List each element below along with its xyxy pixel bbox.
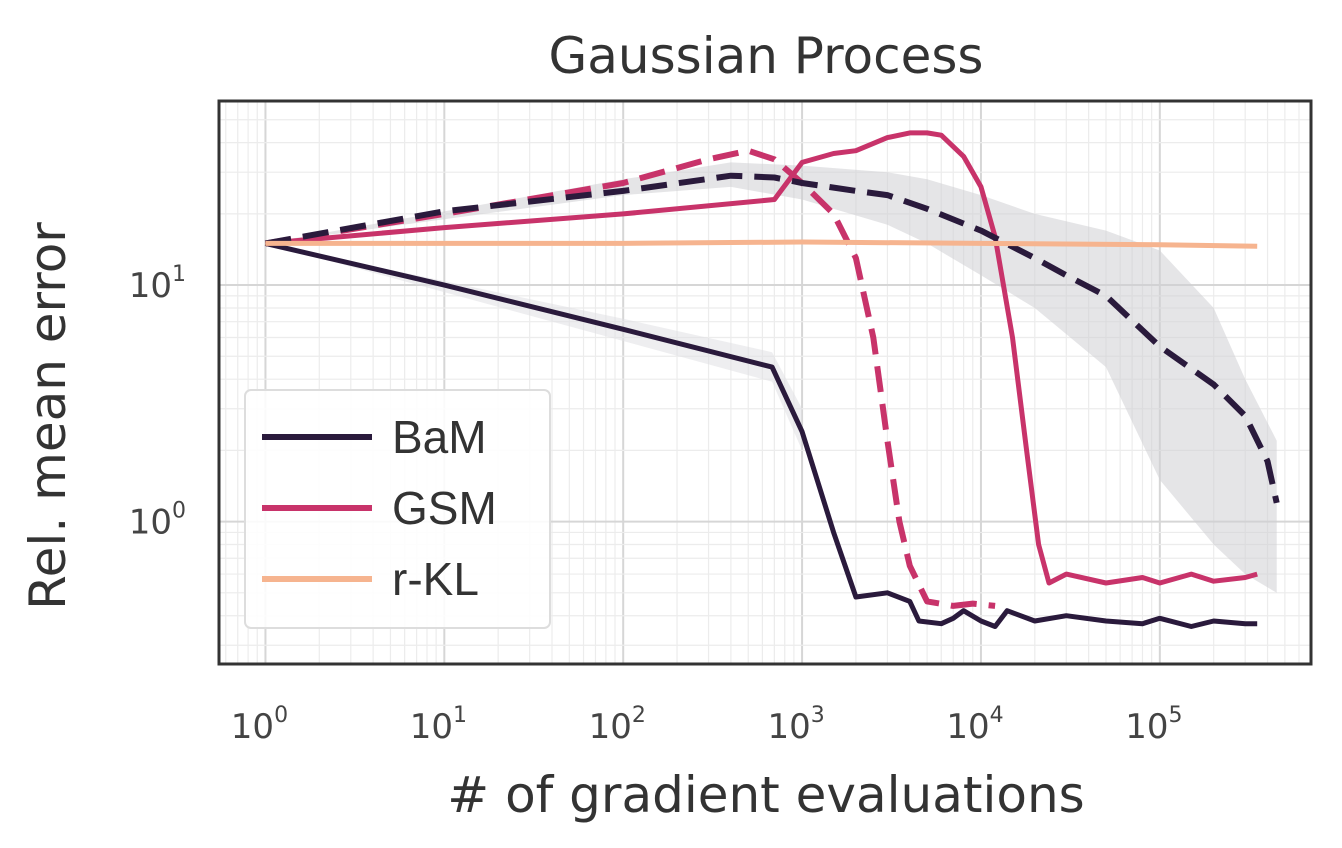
x-tick-label: 104 — [946, 703, 1003, 747]
x-tick-labels: 100 101 102 103 104 105 — [231, 703, 1183, 747]
x-tick-label: 105 — [1125, 703, 1182, 747]
legend-box — [244, 389, 551, 629]
legend-label: GSM — [392, 482, 497, 534]
legend: BaM GSM r-KL — [244, 389, 551, 629]
band-0 — [265, 162, 1277, 593]
y-tick-labels: 100 101 — [129, 262, 186, 543]
legend-entry-gsm: GSM — [262, 482, 497, 534]
x-tick-label: 102 — [589, 703, 646, 747]
series-line-gsm — [265, 130, 1258, 586]
x-tick-label: 101 — [410, 703, 467, 747]
y-axis-label: Rel. mean error — [19, 222, 77, 610]
y-tick-label: 101 — [129, 262, 186, 306]
series-line-unlabeled-4 — [265, 239, 1258, 249]
legend-entry-r-kl: r-KL — [262, 553, 479, 605]
legend-label: r-KL — [392, 553, 479, 605]
series-lines — [264, 130, 1280, 629]
chart-title: Gaussian Process — [549, 27, 984, 85]
legend-entry-bam: BaM — [262, 411, 487, 463]
x-tick-label: 100 — [231, 703, 288, 747]
x-tick-label: 103 — [767, 703, 824, 747]
series-line-bam — [264, 240, 1258, 629]
series-line-unlabeled-3 — [264, 172, 1280, 504]
plot-frame — [217, 99, 1313, 666]
y-tick-label: 100 — [129, 499, 186, 543]
series-line-unlabeled-2 — [264, 147, 996, 609]
legend-label: BaM — [392, 411, 487, 463]
x-axis-label: # of gradient evaluations — [447, 766, 1084, 824]
